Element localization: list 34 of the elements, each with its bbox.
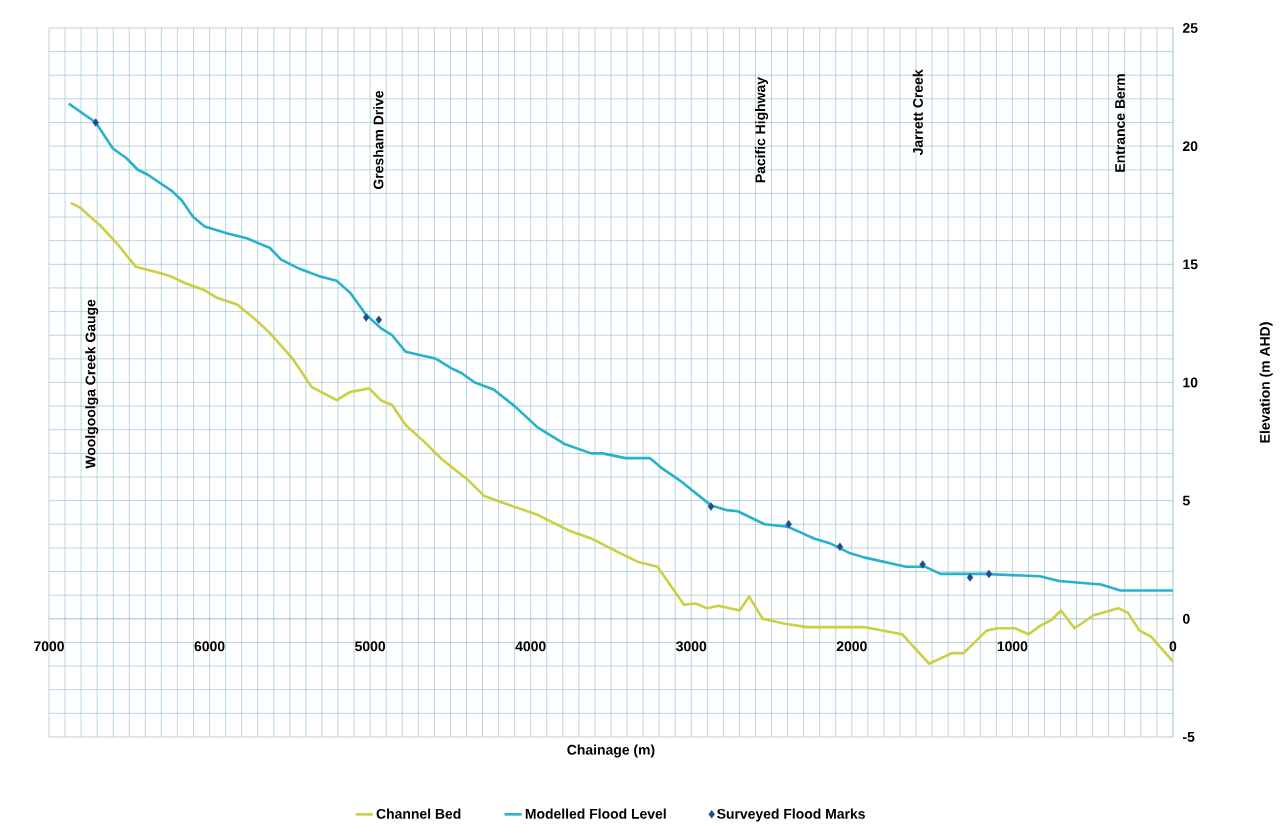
legend-label: Surveyed Flood Marks [717,808,865,822]
x-tick-label: 7000 [34,641,64,652]
y-tick-label: 25 [1182,23,1198,33]
y-tick-label: 20 [1182,141,1198,152]
annotation: Entrance Berm [1115,74,1125,172]
y-tick-label: 10 [1183,377,1198,388]
x-tick-label: 5000 [355,641,386,652]
y-tick-label: 0 [1183,613,1190,624]
annotation: Gresham Drive [373,90,384,190]
legend-label: Modelled Flood Level [525,808,666,819]
point [707,502,715,511]
point [966,573,974,582]
x-tick-label: 3000 [676,641,707,652]
x-tick-label: 6000 [194,641,225,652]
y-tick-label: 5 [1182,495,1190,506]
point [985,569,993,579]
annotation: Jarrett Creek [912,69,923,156]
point [92,118,99,127]
x-tick-label: 1000 [997,641,1028,652]
x-axis-title: Chainage (m) [567,744,655,758]
point [919,560,926,569]
point [375,315,382,325]
annotation: Pacific Highway [755,77,769,183]
y-tick-label: 15 [1183,259,1198,270]
annotation: Woolgoolga Creek Gauge [85,299,99,469]
point [362,313,370,322]
x-tick-label: 2000 [836,641,867,652]
point [785,520,792,529]
y-axis-title: Elevation (m AHD) [1259,322,1273,443]
y-tick-label: -5 [1183,732,1195,742]
x-tick-label: 0 [1169,641,1177,652]
x-tick-label: 4000 [515,641,546,652]
legend-label: Channel Bed [376,808,461,819]
point [836,542,844,551]
